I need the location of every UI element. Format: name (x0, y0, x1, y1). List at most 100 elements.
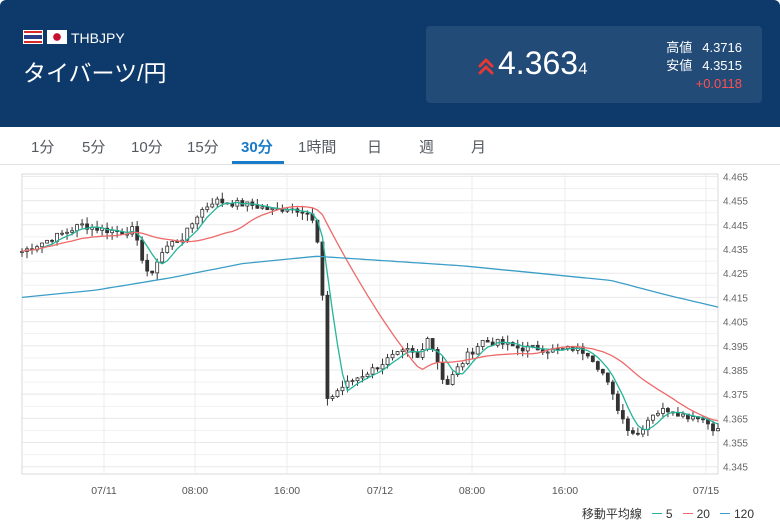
candle-down (300, 211, 305, 214)
candle-up (651, 414, 655, 421)
legend-item-ma20: 20 (682, 507, 710, 521)
y-tick-label: 4.465 (723, 172, 748, 183)
candle-up (170, 241, 175, 247)
candlestick-chart-svg[interactable]: 4.465 4.455 4.445 4.435 4.425 4.415 4.405 4.395… (0, 165, 780, 526)
current-price: 4.3634 (498, 45, 588, 82)
candle-up (270, 207, 275, 211)
candle-up (360, 376, 365, 379)
candle-up (155, 261, 160, 274)
candle-up (340, 386, 345, 392)
tab-10min[interactable]: 10分 (131, 139, 163, 156)
tab-15min[interactable]: 15分 (187, 139, 219, 156)
candle-down (630, 430, 635, 434)
tab-1hour[interactable]: 1時間 (298, 139, 337, 156)
y-tick-label: 4.395 (723, 342, 748, 353)
quote-panel: 4.3634 高値 4.3716 安値 4.3515 +0.0118 (426, 26, 762, 103)
y-tick-label: 4.385 (723, 366, 748, 377)
candle-down (410, 348, 415, 353)
candle-down (375, 367, 380, 370)
candle-down (595, 361, 600, 370)
candle-down (150, 270, 155, 274)
candle-up (210, 203, 215, 208)
candle-up (475, 346, 480, 355)
candle-up (545, 351, 550, 354)
thailand-flag-icon (23, 30, 43, 44)
candle-up (681, 413, 685, 417)
candle-up (405, 348, 410, 351)
low-value: 4.3515 (702, 58, 742, 73)
active-tab-indicator (232, 161, 284, 164)
tab-weekly[interactable]: 週 (419, 139, 435, 156)
candle-up (160, 252, 165, 263)
y-tick-label: 4.455 (723, 197, 748, 208)
candle-up (691, 416, 695, 420)
ma-line-20 (21, 205, 719, 422)
y-tick-label: 4.405 (723, 318, 748, 329)
candle-up (370, 367, 375, 375)
candle-up (335, 390, 340, 398)
candle-down (515, 345, 520, 349)
price-chart[interactable]: 4.465 4.455 4.445 4.435 4.425 4.415 4.405 4.395… (0, 165, 780, 526)
japan-flag-icon (47, 30, 67, 44)
moving-average-legend: 移動平均線 5 20 120 (582, 505, 754, 522)
candle-up (65, 231, 69, 234)
double-chevron-up-icon (478, 58, 494, 75)
candle-up (260, 206, 265, 209)
price-main: 4.363 (498, 45, 579, 81)
candle-up (350, 380, 355, 383)
candle-down (711, 423, 715, 432)
candle-up (40, 242, 44, 248)
tab-30min[interactable]: 30分 (241, 139, 273, 156)
candle-up (215, 198, 220, 205)
candle-up (716, 428, 720, 432)
y-tick-label: 4.435 (723, 245, 748, 256)
candle-down (635, 432, 640, 435)
candle-down (555, 348, 560, 351)
candle-down (520, 347, 525, 352)
high-low-panel: 高値 4.3716 安値 4.3515 +0.0118 (666, 39, 742, 93)
legend-title: 移動平均線 (581, 507, 642, 521)
ma-line-5 (21, 201, 719, 431)
tab-5min[interactable]: 5分 (82, 139, 106, 156)
candle-down (415, 351, 420, 358)
candle-down (615, 393, 620, 411)
candle-up (395, 351, 400, 355)
candle-up (70, 230, 74, 233)
x-tick-label: 07/12 (367, 485, 393, 497)
x-tick-label: 08:00 (182, 485, 208, 497)
candle-down (145, 259, 150, 272)
candle-down (85, 223, 89, 230)
candle-down (140, 239, 145, 261)
candle-down (440, 361, 445, 380)
x-tick-label: 07/11 (91, 485, 117, 497)
candle-down (220, 198, 225, 204)
y-tick-label: 4.425 (723, 269, 748, 280)
candle-up (165, 245, 170, 253)
candle-up (480, 339, 485, 347)
candle-up (80, 223, 84, 226)
tab-1min[interactable]: 1分 (31, 139, 55, 156)
candle-up (330, 396, 335, 399)
currency-flags (23, 30, 67, 44)
tab-monthly[interactable]: 月 (471, 139, 487, 156)
candle-down (610, 381, 615, 395)
candle-down (305, 212, 310, 215)
candle-down (590, 355, 595, 362)
candle-up (530, 344, 535, 347)
candle-down (666, 408, 670, 413)
candle-down (625, 418, 630, 431)
candle-up (60, 232, 64, 235)
x-tick-label: 16:00 (274, 485, 300, 497)
candle-down (585, 352, 590, 357)
price-last-digit: 4 (578, 59, 588, 78)
candle-down (230, 203, 235, 207)
high-value: 4.3716 (702, 40, 742, 55)
x-tick-label: 16:00 (552, 485, 578, 497)
tab-daily[interactable]: 日 (367, 139, 383, 156)
y-tick-label: 4.345 (723, 463, 748, 474)
candle-up (190, 223, 195, 229)
candle-up (420, 349, 425, 358)
candle-up (195, 216, 200, 225)
candle-up (450, 374, 455, 385)
price-change: +0.0118 (695, 76, 742, 91)
